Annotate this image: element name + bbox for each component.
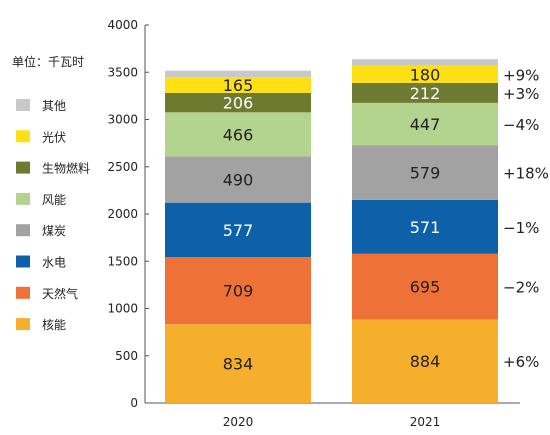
data-label: 579 [410,163,441,182]
change-label: −2% [503,279,539,297]
data-label: 447 [410,115,441,134]
bar-segment [352,145,498,200]
y-axis: 0 500 1000 1500 2000 2500 3000 3500 4000 [107,18,520,410]
data-label: 212 [410,84,441,103]
bar-segment [165,112,311,157]
bar-segment [352,82,498,103]
x-axis: 2020 2021 [223,415,441,429]
data-label: 834 [223,355,254,374]
bar-segment [165,92,311,113]
legend-swatch [16,255,30,268]
bar-segment [352,102,498,146]
x-tick-label: 2020 [223,415,254,429]
data-label: 884 [410,352,441,371]
y-tick-label: 3000 [107,113,138,127]
bar-segment [165,77,311,93]
legend-label: 核能 [42,318,66,332]
change-label: +3% [503,85,539,103]
bar-segment [352,253,498,320]
data-label: 206 [223,94,254,113]
legend-swatch [16,318,30,331]
bar-segment [165,156,311,203]
legend-swatch [16,192,30,205]
data-label: 577 [223,221,254,240]
legend-swatch [16,161,30,174]
y-tick-label: 4000 [107,18,138,32]
data-label: 709 [223,282,254,301]
x-tick-label: 2021 [410,415,441,429]
change-label: +18% [503,164,549,182]
bar-segment [165,202,311,258]
bar-segment [352,59,498,66]
change-labels: +6% −2% −1% +18% −4% +3%+9% [503,66,549,371]
legend-swatch [16,224,30,237]
bar-segment [352,319,498,403]
legend-label: 生物燃料 [42,161,90,176]
change-label: +6% [503,353,539,371]
bar-segment [165,324,311,403]
legend-label: 水电 [42,256,66,270]
legend-label: 光伏 [42,130,66,144]
legend-swatch [16,286,30,299]
change-label: −4% [503,116,539,134]
legend-label: 风能 [42,193,66,207]
y-tick-label: 3500 [107,65,138,79]
change-label: +9% [503,66,539,84]
bar-segment [352,65,498,83]
legend-swatch [16,99,30,111]
legend-swatch [16,130,30,143]
change-label: −1% [503,219,539,237]
legend-label: 天然气 [42,286,78,301]
legend-label: 其他 [42,99,66,113]
data-label: 165 [223,76,254,95]
data-label: 571 [410,218,441,237]
data-label: 180 [410,65,441,84]
data-label: 695 [410,278,441,297]
y-tick-label: 2500 [107,160,138,174]
legend-label: 煤炭 [42,224,66,238]
y-tick-label: 1000 [107,302,138,316]
data-label: 490 [223,171,254,190]
data-label: 466 [223,125,254,144]
y-tick-label: 2000 [107,207,138,221]
y-tick-label: 0 [130,396,138,410]
bar-segment [352,199,498,254]
bar-segment [165,257,311,325]
y-tick-label: 500 [115,349,138,363]
y-tick-label: 1500 [107,254,138,268]
bar-segment [165,70,311,78]
unit-label: 单位：千瓦时 [12,54,84,69]
